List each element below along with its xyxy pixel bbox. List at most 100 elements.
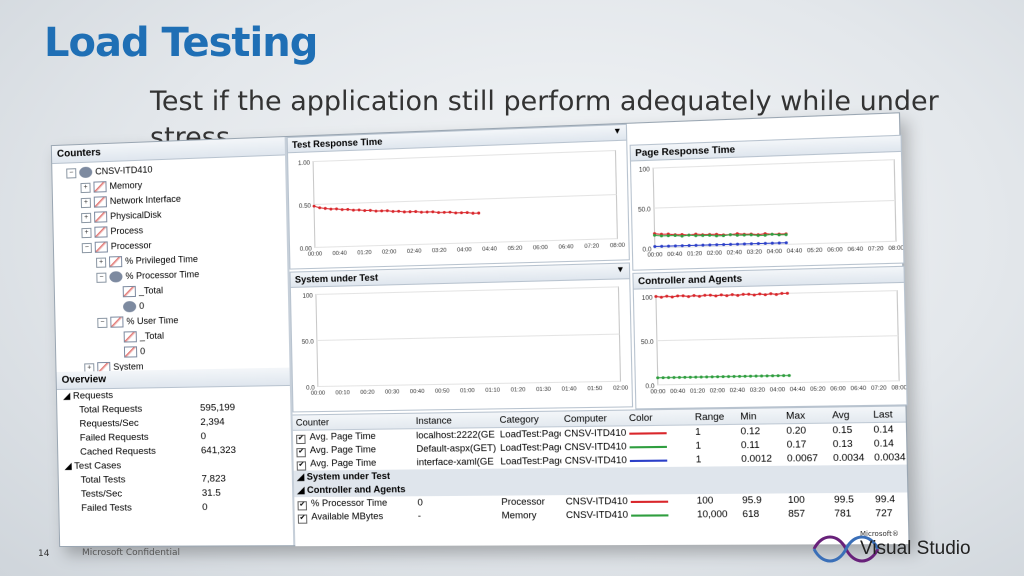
controller-agents-chart: Controller and Agents 100 50.0 0.0 00:00 00:… [632, 266, 907, 410]
x-tick-label: 04:40 [787, 248, 803, 255]
checkbox[interactable]: ✔ [296, 448, 306, 457]
x-tick-label: 00:40 [667, 251, 682, 258]
x-tick-label: 05:20 [810, 386, 826, 393]
legend-cell: 0.0034 [871, 451, 907, 465]
x-tick-label: 01:30 [536, 387, 551, 394]
expand-icon[interactable]: + [81, 197, 91, 207]
collapse-icon[interactable]: − [82, 242, 92, 252]
x-tick-label: 00:10 [335, 390, 349, 396]
column-header[interactable]: Counter [293, 414, 413, 430]
chart-title: Page Response Time [635, 144, 735, 158]
x-tick-label: 00:00 [308, 251, 322, 258]
counter-icon [110, 316, 123, 327]
legend-row[interactable]: ✔ Available MBytes - Memory CNSV-ITD410 10,00… [295, 506, 908, 523]
collapse-icon[interactable]: − [97, 317, 107, 327]
x-tick-label: 03:20 [432, 248, 447, 255]
counter-icon [124, 346, 137, 357]
x-tick-label: 06:40 [559, 244, 574, 251]
x-tick-label: 00:00 [647, 252, 662, 259]
column-header[interactable]: Avg [829, 407, 870, 423]
x-tick-label: 06:00 [827, 247, 843, 254]
expand-icon[interactable]: + [80, 182, 90, 192]
counter-icon [93, 181, 106, 192]
chart-title: System under Test [295, 272, 378, 284]
column-header[interactable]: Category [496, 412, 561, 427]
color-swatch-cell [626, 439, 692, 453]
system-under-test-chart: System under Test ▼ 100 50.0 0.0 00:00 00:10 0… [290, 262, 634, 412]
column-header[interactable]: Min [737, 408, 783, 424]
counter-name: Avg. Page Time [310, 444, 376, 455]
counter-icon [95, 241, 108, 252]
color-swatch [631, 514, 668, 516]
checkbox[interactable]: ✔ [296, 435, 306, 444]
graphs-pane: Test Response Time ▼ 1.00 0.50 0.00 00:00 00:… [287, 113, 909, 545]
expand-icon[interactable]: + [81, 227, 91, 237]
gear-icon [109, 271, 122, 282]
color-swatch-cell [627, 494, 693, 508]
x-tick-label: 04:40 [790, 387, 806, 394]
legend-cell: 1 [692, 439, 738, 453]
collapse-icon[interactable]: − [96, 272, 106, 282]
legend-cell: 0.13 [829, 437, 870, 451]
column-header[interactable]: Range [691, 409, 737, 424]
counter-name: Avg. Page Time [309, 431, 375, 442]
y-tick-label: 0.50 [299, 204, 312, 211]
legend-cell: CNSV-ITD410 [561, 426, 626, 440]
legend-cell: 10,000 [694, 508, 740, 522]
chevron-down-icon[interactable]: ▼ [613, 126, 622, 136]
counter-name: % Processor Time [311, 498, 387, 509]
y-tick-label: 100 [642, 295, 654, 302]
color-swatch [630, 459, 667, 461]
legend-cell: 618 [739, 507, 785, 521]
chevron-down-icon[interactable]: ▼ [616, 265, 625, 275]
color-swatch [630, 445, 667, 448]
checkbox[interactable]: ✔ [298, 501, 308, 510]
gear-icon [79, 167, 92, 178]
test-response-chart: Test Response Time ▼ 1.00 0.50 0.00 00:00 00:… [287, 124, 630, 270]
overview-panel: Overview ◢ Requests Total Requests 595,19… [57, 368, 293, 516]
column-header[interactable]: Computer [560, 411, 625, 427]
x-tick-label: 06:40 [847, 246, 863, 253]
legend-cell: 1 [692, 452, 738, 466]
y-tick-label: 50.0 [638, 207, 652, 214]
column-header[interactable]: Max [782, 408, 828, 424]
x-tick-label: 07:20 [868, 246, 884, 253]
collapse-icon[interactable]: − [66, 168, 76, 178]
y-tick-label: 1.00 [298, 161, 311, 168]
counter-cell: ✔ Avg. Page Time [293, 456, 413, 471]
checkbox[interactable]: ✔ [297, 461, 307, 470]
expand-icon[interactable]: + [81, 212, 91, 222]
legend-cell: Processor [498, 495, 563, 509]
legend-cell: 100 [693, 494, 739, 508]
x-tick-label: 03:20 [750, 387, 766, 394]
checkbox[interactable]: ✔ [298, 514, 308, 523]
legend-cell: 0.12 [737, 424, 783, 438]
column-header[interactable]: Instance [412, 413, 496, 429]
counter-icon [109, 256, 122, 267]
counter-cell: ✔ Avg. Page Time [293, 443, 413, 458]
expand-icon[interactable]: + [96, 257, 106, 267]
color-swatch-cell [627, 453, 693, 467]
legend-body: ✔ Avg. Page Time localhost:2222(GE LoadTest… [293, 423, 908, 524]
x-tick-label: 05:20 [508, 246, 523, 253]
y-tick-label: 50.0 [641, 340, 655, 347]
legend-cell: LoadTest:Page [497, 454, 562, 468]
x-tick-label: 01:50 [587, 386, 602, 393]
page-response-chart: Page Response Time 100 50.0 0.0 00:00 00:40 0… [630, 135, 905, 271]
x-tick-label: 04:00 [457, 247, 472, 254]
system-under-test-plot: 10050.00.000:00 00:10 00:20 00:30 00:40 00:50… [291, 280, 632, 411]
legend-cell: 781 [831, 507, 872, 521]
column-header[interactable]: Last [870, 407, 906, 423]
legend-cell: Memory [498, 509, 563, 523]
plot-area [316, 287, 621, 387]
legend-cell: - [414, 509, 498, 523]
color-swatch-cell [626, 425, 692, 440]
legend-group-label: ◢ Controller and Agents [294, 483, 406, 497]
x-tick-label: 01:20 [687, 251, 702, 258]
x-tick-label: 00:40 [670, 389, 685, 396]
legend-cell: CNSV-ITD410 [563, 508, 628, 522]
page-number: 14 [38, 549, 49, 559]
counter-name: Avg. Page Time [310, 457, 376, 468]
left-pane: Counters − CNSV-ITD410 + Memory + Network I… [52, 137, 295, 546]
column-header[interactable]: Color [626, 410, 692, 426]
